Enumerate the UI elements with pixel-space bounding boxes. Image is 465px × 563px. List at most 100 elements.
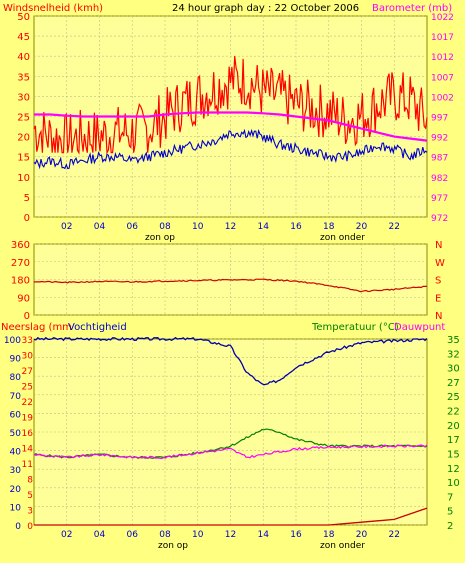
direction-tick-label: 0: [24, 311, 30, 322]
humidity-line: [33, 336, 428, 386]
barometer-tick-label: 987: [431, 154, 448, 164]
humidity-tick-label: 100: [4, 336, 21, 346]
rain-tick-label: 30: [22, 352, 34, 362]
humidity-tick-label: 30: [10, 466, 22, 476]
temperature-tick-label: 27: [447, 378, 460, 389]
wind-average-line: [33, 128, 428, 170]
wind-tick-label: 0: [24, 213, 30, 224]
barometer-tick-label: 1002: [431, 93, 454, 103]
wind-x-tick-label: 08: [159, 222, 171, 232]
humidity-x-tick-label: 18: [323, 530, 335, 540]
barometer-tick-label: 1017: [431, 33, 454, 43]
barometer-line: [34, 111, 428, 142]
wind-panel: 5045403530252015105010221017101210071002…: [3, 3, 454, 243]
humidity-x-tick-label: 04: [94, 530, 106, 540]
compass-tick-label: W: [435, 258, 445, 269]
humidity-tick-label: 80: [10, 373, 22, 383]
compass-tick-label: E: [435, 293, 441, 304]
humidity-tick-label: 90: [10, 355, 22, 365]
direction-tick-label: 360: [11, 240, 30, 251]
barometer-tick-label: 977: [431, 194, 448, 204]
temperature-tick-label: 30: [447, 364, 460, 375]
humidity-x-tick-label: 06: [127, 530, 139, 540]
barometer-tick-label: 1012: [431, 53, 454, 63]
rain-tick-label: 0: [27, 522, 33, 532]
wind-tick-label: 15: [17, 153, 30, 164]
humidity-tick-label: 70: [10, 392, 22, 402]
humidity-tick-label: 50: [10, 429, 22, 439]
humidity-temp-panel: 1009080706050403020100333027252219161411…: [1, 322, 460, 551]
temperature-tick-label: 35: [447, 335, 460, 346]
rain-tick-label: 27: [22, 367, 33, 377]
humidity-tick-labels: 1009080706050403020100333027252219161411…: [4, 335, 460, 540]
humidity-x-tick-label: 16: [290, 530, 302, 540]
barometer-tick-label: 1007: [431, 73, 454, 83]
rain-line: [34, 507, 428, 526]
dewpoint-axis-label: Dauwpunt: [394, 322, 445, 333]
dewpoint-line: [33, 444, 428, 460]
rain-tick-label: 33: [22, 336, 33, 346]
temperature-tick-label: 22: [447, 407, 460, 418]
wind-tick-label: 5: [24, 193, 30, 204]
temperature-tick-label: 5: [447, 507, 453, 518]
rain-axis-label: Neerslag (mm: [1, 322, 72, 333]
humidity-axis-label: Vochtigheid: [68, 322, 127, 333]
temperature-tick-label: 7: [447, 492, 453, 503]
wind-x-tick-label: 12: [225, 222, 236, 232]
wind-series: [33, 56, 428, 170]
temperature-tick-label: 12: [447, 464, 460, 475]
wind-direction-line: [33, 278, 428, 293]
humidity-series: [33, 336, 428, 526]
direction-tick-label: 270: [11, 258, 30, 269]
barometer-axis-label: Barometer (mb): [372, 3, 452, 14]
compass-tick-label: N: [435, 311, 442, 322]
rain-tick-label: 22: [22, 398, 33, 408]
wind-tick-label: 50: [17, 12, 30, 23]
wind-x-tick-label: 16: [290, 222, 302, 232]
temperature-tick-label: 32: [447, 349, 460, 360]
wind-tick-label: 45: [17, 32, 30, 43]
humidity-tick-label: 60: [10, 410, 22, 420]
humidity-x-tick-label: 20: [356, 530, 368, 540]
wind-tick-label: 30: [17, 92, 30, 103]
temperature-tick-label: 2: [447, 521, 453, 532]
humidity-tick-label: 0: [15, 522, 21, 532]
temperature-tick-label: 17: [447, 435, 460, 446]
sunrise-label: zon op: [145, 233, 175, 243]
temperature-tick-label: 20: [447, 421, 460, 432]
humidity-x-tick-label: 12: [225, 530, 236, 540]
humidity-x-tick-label: 14: [258, 530, 270, 540]
direction-tick-labels: 360 N 270 W 180 S 90 E 0 N: [11, 240, 445, 322]
rain-tick-label: 8: [27, 476, 33, 486]
wind-tick-labels: 5045403530252015105010221017101210071002…: [17, 12, 454, 232]
rain-tick-label: 19: [22, 414, 34, 424]
wind-x-tick-label: 18: [323, 222, 335, 232]
barometer-tick-label: 997: [431, 114, 448, 124]
compass-tick-label: N: [435, 240, 442, 251]
barometer-tick-label: 982: [431, 174, 448, 184]
humidity-tick-label: 10: [10, 503, 22, 513]
direction-tick-label: 180: [11, 276, 30, 287]
wind-x-tick-label: 06: [127, 222, 139, 232]
wind-x-tick-label: 22: [389, 222, 400, 232]
humidity-x-tick-label: 08: [159, 530, 171, 540]
temperature-line: [33, 428, 428, 459]
humidity-x-tick-label: 22: [389, 530, 400, 540]
wind-tick-label: 40: [17, 52, 30, 63]
humidity-x-tick-label: 02: [61, 530, 72, 540]
direction-series: [33, 278, 428, 293]
wind-axis-label: Windsnelheid (kmh): [3, 3, 103, 14]
wind-gust-line: [33, 56, 428, 155]
sunrise-label-bottom: zon op: [158, 541, 188, 551]
rain-tick-label: 11: [22, 460, 33, 470]
wind-tick-label: 35: [17, 72, 30, 83]
rain-tick-label: 16: [22, 429, 34, 439]
wind-x-tick-label: 02: [61, 222, 72, 232]
sunset-label-bottom: zon onder: [320, 541, 365, 551]
wind-x-tick-label: 04: [94, 222, 106, 232]
wind-tick-label: 20: [17, 133, 30, 144]
rain-tick-label: 3: [27, 507, 33, 517]
humidity-tick-label: 20: [10, 485, 22, 495]
barometer-tick-label: 972: [431, 214, 448, 224]
